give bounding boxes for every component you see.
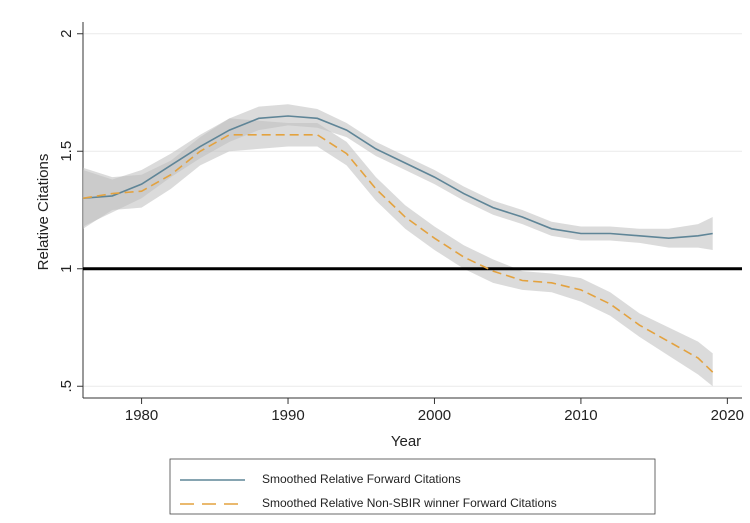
- y-axis-label: Relative Citations: [35, 154, 52, 271]
- y-tick-label: 1: [58, 265, 75, 273]
- x-tick-label: 2000: [418, 407, 451, 424]
- confidence-band: [83, 104, 713, 250]
- y-tick-label: 2: [58, 30, 75, 38]
- x-tick-label: 2010: [564, 407, 597, 424]
- legend-box: [169, 458, 656, 515]
- x-tick-label: 1990: [271, 407, 304, 424]
- y-tick-label: 1.5: [58, 141, 75, 162]
- y-tick-label: .5: [58, 380, 75, 393]
- x-tick-label: 1980: [125, 407, 158, 424]
- legend-label: Smoothed Relative Non-SBIR winner Forwar…: [262, 496, 557, 510]
- series-line: [82, 115, 713, 240]
- x-tick-label: 2020: [711, 407, 744, 424]
- legend-label: Smoothed Relative Forward Citations: [262, 472, 461, 486]
- series-line: [82, 134, 714, 373]
- x-axis-label: Year: [391, 433, 421, 450]
